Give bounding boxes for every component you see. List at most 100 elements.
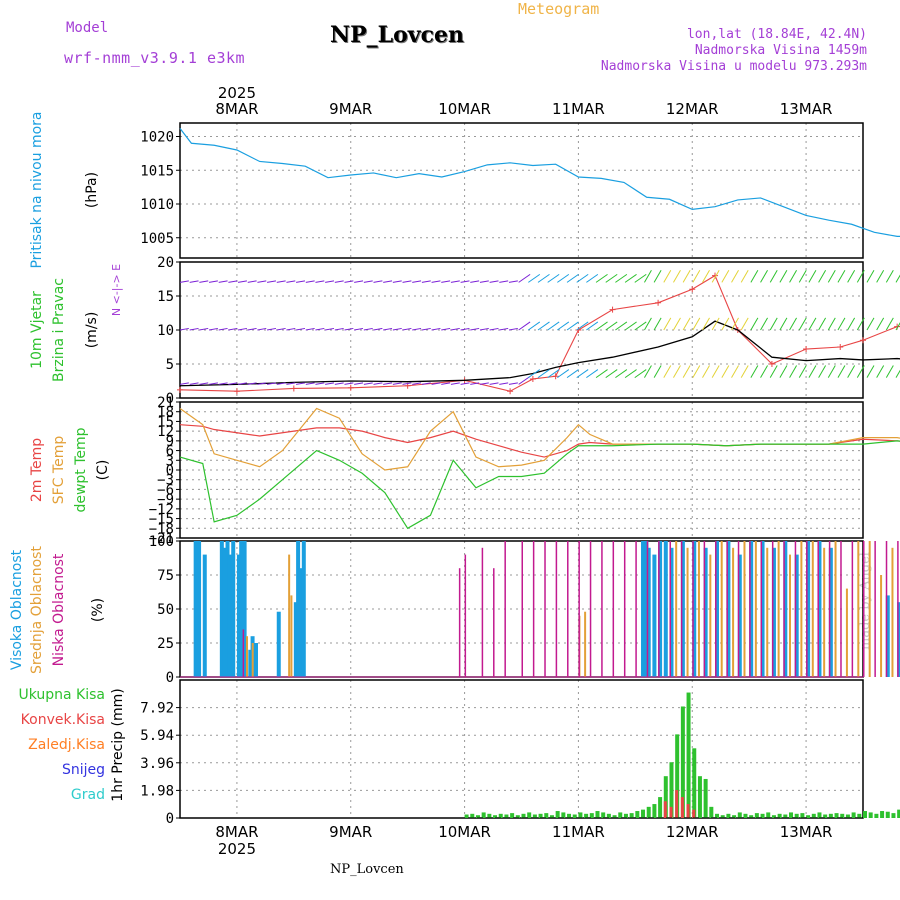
total-precip-bar [732,815,737,818]
high-cloud-bar [703,547,708,677]
top-date-label: 10MAR [438,100,491,118]
wind-arrow [218,280,228,283]
wind-arrow [731,317,739,331]
total-precip-bar [726,813,731,818]
total-precip-bar [555,811,560,818]
low-cloud-bar [646,541,649,677]
high-cloud-bar [202,554,207,677]
wind-arrow [334,382,344,385]
conv-precip-bar [692,809,696,818]
gust-marker [233,388,240,395]
wind-arrow [537,369,550,379]
low-cloud-bar [817,541,819,677]
wind-arrow [460,280,470,283]
wind-arrow [663,270,672,283]
low-cloud-bar [783,541,785,677]
high-cloud-bar [726,541,731,677]
total-precip-bar [686,692,691,818]
wind-arrow [383,327,393,331]
high-cloud-bar [652,554,657,677]
low-cloud-bar [726,541,728,677]
altitude-text: Nadmorska Visina 1459m [694,43,867,58]
wind-arrow [856,365,865,378]
wind-arrow [740,365,749,378]
wind-arrow [257,327,267,331]
wind-arrow [363,327,373,331]
wind-arrow [634,369,647,379]
wind-arrow [615,369,628,379]
wind-arrow [508,280,518,283]
y-tick-label: 21 [157,395,174,411]
wind-arrow [760,365,768,378]
precip-legend-label: Zaledj.Kisa [28,737,105,753]
high-cloud-bar [242,541,247,677]
low-cloud-bar [504,541,506,677]
total-precip-bar [709,806,714,818]
wind-arrow [450,382,460,385]
high-cloud-bar [236,554,241,677]
total-precip-bar [715,813,720,818]
wind-arrow [711,270,720,283]
lonlat-text: lon,lat (18.84E, 42.4N) [686,27,867,42]
low-cloud-bar [851,541,854,677]
gust-marker [609,306,616,313]
wind-arrow [286,327,296,331]
low-cloud-bar [544,541,546,677]
wind-arrow [605,321,618,331]
high-cloud-bar [646,547,651,677]
wind-arrow [876,317,885,331]
wind-arrow [441,382,451,385]
wind-arrow [895,322,900,331]
wind-arrow [460,382,470,385]
low-cloud-bar [601,541,603,677]
wind-arrow [769,317,778,331]
wind-arrow [470,327,480,331]
high-cloud-bar [248,649,253,677]
wind-arrow [837,317,846,331]
mid-cloud-bar [868,541,871,677]
wind-arrow [218,382,228,385]
high-cloud-bar [737,554,742,677]
wind-arrow [266,382,277,385]
total-precip-bar [771,815,776,818]
wind-arrow [827,317,836,331]
wind-unit-label: (m/s) [84,312,100,349]
high-cloud-bar [794,554,799,677]
y-tick-label: −6 [157,482,174,498]
low-cloud-label: Niska Oblacnost [51,553,67,666]
wind-arrow [499,327,509,331]
wind-arrow [653,365,662,378]
wind-arrow [740,317,749,331]
low-cloud-bar [840,541,842,677]
high-cloud-bar [806,541,811,677]
total-precip-bar [641,809,646,818]
wind-arrow [624,321,637,331]
high-cloud-bar [680,541,685,677]
low-cloud-bar [242,629,245,677]
wind-arrow [305,280,315,283]
wind-arrow [624,369,637,379]
y-tick-label: 100 [149,534,174,550]
temp-2m-line [179,424,900,458]
y-tick-label: 75 [157,568,174,584]
panel-frame [179,401,864,539]
top-date-label: 12MAR [666,100,719,118]
y-tick-label: 50 [157,602,174,618]
low-cloud-bar [863,541,865,677]
wind-arrow [808,270,817,283]
high-cloud-bar [299,568,304,677]
high-cloud-bar [771,547,776,677]
y-tick-label: 0 [166,811,174,827]
high-cloud-bar [692,541,697,677]
wind-arrow [731,365,739,378]
wind-arrow [644,317,652,331]
y-tick-label: −9 [157,492,174,508]
wind-direction-key: N <-|-> E [110,264,123,316]
low-cloud-bar [680,541,683,677]
top-date-label: 8MAR [215,100,258,118]
high-cloud-bar [293,602,298,677]
high-cloud-bar [231,541,236,677]
wind-arrow [673,317,681,331]
wind-arrow [431,327,441,331]
y-tick-label: −12 [149,502,174,518]
